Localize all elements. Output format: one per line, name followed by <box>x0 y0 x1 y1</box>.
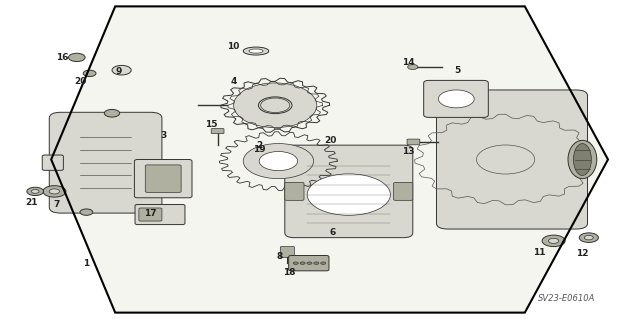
Text: 19: 19 <box>253 145 266 154</box>
Text: 3: 3 <box>160 131 166 140</box>
Text: 7: 7 <box>53 200 60 209</box>
Text: 5: 5 <box>454 66 461 75</box>
Text: 17: 17 <box>144 209 157 218</box>
Circle shape <box>49 189 60 194</box>
Circle shape <box>476 145 535 174</box>
Circle shape <box>259 152 298 171</box>
FancyBboxPatch shape <box>424 80 488 117</box>
FancyBboxPatch shape <box>135 204 185 225</box>
Circle shape <box>80 209 93 215</box>
Circle shape <box>27 187 44 196</box>
Circle shape <box>579 233 598 242</box>
FancyBboxPatch shape <box>145 165 181 192</box>
Text: 18: 18 <box>283 268 296 277</box>
Circle shape <box>68 53 85 62</box>
Text: 13: 13 <box>402 147 415 156</box>
Circle shape <box>408 64 418 70</box>
FancyBboxPatch shape <box>285 182 304 200</box>
Ellipse shape <box>249 49 263 53</box>
Ellipse shape <box>243 47 269 55</box>
Circle shape <box>260 152 296 170</box>
Text: 4: 4 <box>230 77 237 86</box>
Circle shape <box>243 144 314 179</box>
Text: SV23-E0610A: SV23-E0610A <box>538 294 595 303</box>
Text: 16: 16 <box>56 53 69 62</box>
Circle shape <box>300 262 305 264</box>
Circle shape <box>260 98 290 113</box>
Circle shape <box>31 189 39 193</box>
FancyBboxPatch shape <box>211 129 224 134</box>
FancyBboxPatch shape <box>436 90 588 229</box>
FancyBboxPatch shape <box>394 182 413 200</box>
Text: 20: 20 <box>74 77 86 86</box>
FancyBboxPatch shape <box>134 160 192 198</box>
Text: 10: 10 <box>227 42 240 51</box>
Text: 11: 11 <box>533 248 546 256</box>
Ellipse shape <box>234 83 317 128</box>
Text: 21: 21 <box>26 198 38 207</box>
Circle shape <box>307 174 390 215</box>
FancyBboxPatch shape <box>42 155 63 170</box>
Text: 20: 20 <box>324 136 337 145</box>
FancyBboxPatch shape <box>289 256 329 271</box>
Text: 8: 8 <box>276 252 283 261</box>
Text: 9: 9 <box>115 67 122 76</box>
Text: 12: 12 <box>576 249 589 258</box>
Text: 6: 6 <box>330 228 336 237</box>
Circle shape <box>83 70 96 77</box>
Text: 2: 2 <box>256 141 262 150</box>
Circle shape <box>43 186 66 197</box>
Circle shape <box>112 65 131 75</box>
Circle shape <box>584 235 593 240</box>
Circle shape <box>104 109 120 117</box>
Circle shape <box>542 235 565 247</box>
FancyBboxPatch shape <box>139 208 162 221</box>
FancyBboxPatch shape <box>407 139 420 145</box>
Ellipse shape <box>568 140 596 179</box>
Text: 1: 1 <box>83 259 90 268</box>
Circle shape <box>259 97 292 114</box>
FancyBboxPatch shape <box>49 112 162 213</box>
Circle shape <box>438 90 474 108</box>
Ellipse shape <box>573 144 591 175</box>
Circle shape <box>293 262 298 264</box>
Text: 14: 14 <box>402 58 415 67</box>
Text: 15: 15 <box>205 120 218 129</box>
Circle shape <box>307 262 312 264</box>
FancyBboxPatch shape <box>285 145 413 238</box>
Circle shape <box>314 262 319 264</box>
FancyBboxPatch shape <box>280 247 294 257</box>
Polygon shape <box>51 6 608 313</box>
Circle shape <box>321 262 326 264</box>
Circle shape <box>548 238 559 243</box>
